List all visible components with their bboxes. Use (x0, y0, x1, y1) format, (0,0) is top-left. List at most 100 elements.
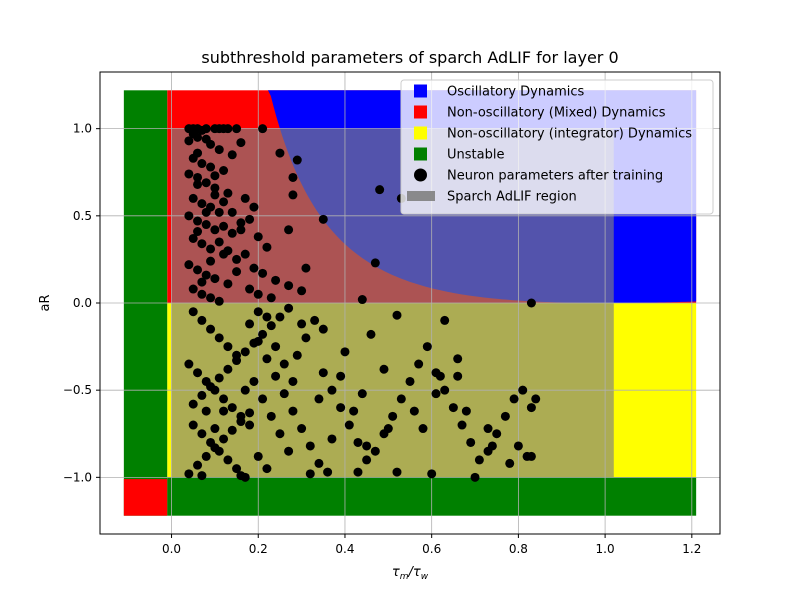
legend-marker-square (414, 84, 427, 98)
scatter-point (210, 225, 220, 235)
scatter-point (206, 382, 216, 392)
scatter-point (219, 166, 229, 175)
scatter-point (193, 265, 203, 275)
x-axis-label-sub-m: m (400, 572, 409, 582)
x-axis-label-sub-w: w (421, 572, 429, 582)
x-tick-label: 1.0 (596, 542, 615, 556)
scatter-point (219, 406, 229, 416)
scatter-point (245, 284, 255, 294)
scatter-point (206, 244, 216, 254)
scatter-point (418, 424, 428, 434)
scatter-point (262, 354, 272, 364)
scatter-point (288, 190, 298, 200)
scatter-point (435, 371, 445, 381)
scatter-point (427, 469, 437, 479)
scatter-point (266, 293, 276, 303)
legend-label: Sparch AdLIF region (447, 190, 577, 205)
scatter-point (284, 303, 294, 313)
scatter-point (206, 324, 216, 334)
scatter-point (297, 424, 307, 434)
scatter-point (188, 307, 198, 317)
scatter-point (197, 289, 207, 299)
scatter-point (206, 162, 216, 172)
scatter-point (301, 333, 311, 343)
scatter-point (223, 342, 233, 352)
scatter-point (197, 277, 207, 287)
scatter-point (526, 298, 536, 308)
scatter-point (353, 467, 363, 477)
scatter-point (513, 441, 523, 451)
scatter-point (201, 220, 211, 230)
scatter-point (188, 420, 198, 430)
scatter-point (336, 403, 346, 413)
scatter-point (227, 425, 237, 435)
scatter-point (210, 424, 220, 434)
scatter-point (188, 284, 198, 294)
scatter-point (526, 451, 536, 461)
scatter-point (219, 394, 229, 404)
scatter-point (266, 411, 276, 421)
scatter-point (362, 455, 372, 465)
scatter-point (227, 228, 237, 238)
scatter-point (214, 296, 224, 306)
scatter-point (223, 279, 233, 289)
scatter-point (379, 364, 389, 374)
scatter-point (249, 376, 259, 386)
scatter-point (271, 371, 281, 381)
scatter-point (214, 333, 224, 343)
scatter-point (492, 429, 502, 439)
scatter-point (353, 437, 363, 447)
y-tick-label: −1.0 (63, 470, 92, 484)
scatter-point (327, 434, 337, 444)
scatter-point (184, 136, 194, 146)
region-mixed-corner (123, 479, 168, 516)
x-axis-ticks: 0.0 0.2 0.4 0.6 0.8 1.0 1.2 (162, 534, 701, 556)
scatter-point (470, 472, 480, 482)
legend-label: Unstable (447, 148, 504, 163)
scatter-point (453, 371, 463, 381)
scatter-point (236, 225, 246, 235)
scatter-point (223, 455, 233, 465)
scatter-point (184, 211, 194, 221)
scatter-point (245, 408, 255, 418)
scatter-point (253, 289, 263, 299)
scatter-point (310, 315, 320, 325)
scatter-point (258, 268, 268, 278)
legend-marker-square (414, 147, 427, 161)
scatter-point (253, 336, 263, 346)
scatter-point (292, 350, 302, 360)
scatter-point (223, 364, 233, 374)
scatter-point (193, 227, 203, 237)
scatter-point (301, 263, 311, 273)
legend-marker-patch (407, 191, 435, 201)
scatter-point (188, 193, 198, 203)
scatter-point (396, 394, 406, 404)
scatter-points (184, 124, 541, 482)
scatter-point (318, 214, 328, 224)
scatter-point (414, 359, 424, 369)
scatter-point (232, 254, 242, 264)
scatter-point (474, 455, 484, 465)
scatter-point (245, 319, 255, 329)
scatter-point (448, 403, 458, 413)
scatter-point (500, 411, 510, 421)
scatter-point (201, 207, 211, 217)
legend-label: Non-oscillatory (integrator) Dynamics (447, 127, 692, 142)
scatter-point (370, 258, 380, 268)
y-axis-ticks: −1.0 −0.5 0.0 0.5 1.0 (63, 122, 100, 484)
scatter-point (201, 451, 211, 461)
scatter-point (193, 179, 203, 189)
scatter-point (275, 429, 285, 439)
scatter-point (240, 347, 250, 357)
scatter-point (314, 458, 324, 468)
scatter-point (357, 295, 367, 305)
scatter-point (249, 202, 259, 212)
scatter-point (262, 312, 272, 322)
chart-title: subthreshold parameters of sparch AdLIF … (201, 48, 618, 67)
scatter-point (262, 464, 272, 474)
scatter-point (271, 342, 281, 352)
scatter-point (284, 446, 294, 456)
scatter-point (526, 403, 536, 413)
x-tick-label: 0.0 (162, 542, 181, 556)
